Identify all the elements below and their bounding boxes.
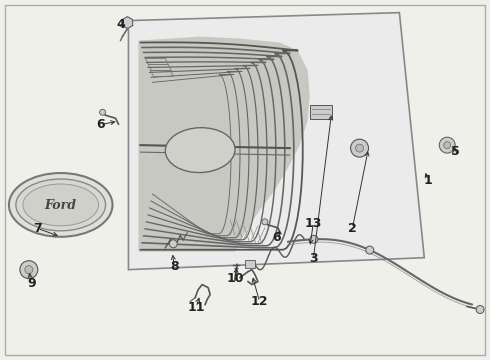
Circle shape [99, 109, 105, 115]
Text: 6: 6 [97, 118, 105, 131]
Circle shape [20, 261, 38, 279]
Ellipse shape [165, 128, 235, 172]
Text: 12: 12 [251, 296, 269, 309]
Text: 1: 1 [424, 174, 432, 186]
Ellipse shape [16, 179, 105, 231]
Text: 5: 5 [450, 145, 459, 158]
Circle shape [25, 266, 33, 274]
Text: 8: 8 [170, 260, 178, 273]
Circle shape [356, 144, 364, 152]
Text: 10: 10 [226, 272, 244, 285]
Circle shape [366, 246, 374, 254]
Ellipse shape [23, 184, 98, 226]
Text: 11: 11 [188, 301, 205, 314]
Circle shape [310, 235, 318, 243]
Text: 3: 3 [309, 252, 318, 265]
Ellipse shape [9, 173, 113, 237]
Circle shape [439, 137, 455, 153]
Text: 4: 4 [116, 18, 125, 31]
Polygon shape [122, 17, 133, 28]
Bar [310, 105, 332, 119]
Circle shape [169, 240, 177, 248]
Text: Ford: Ford [45, 199, 77, 212]
Circle shape [350, 139, 368, 157]
Circle shape [476, 306, 484, 314]
Text: 6: 6 [272, 231, 281, 244]
Polygon shape [138, 37, 310, 252]
Polygon shape [128, 13, 424, 270]
Circle shape [262, 219, 268, 225]
Text: 7: 7 [33, 222, 42, 235]
Text: 9: 9 [27, 278, 35, 291]
Circle shape [444, 141, 451, 149]
Text: 2: 2 [348, 222, 357, 235]
Text: 13: 13 [305, 216, 322, 230]
Bar [245, 260, 255, 268]
